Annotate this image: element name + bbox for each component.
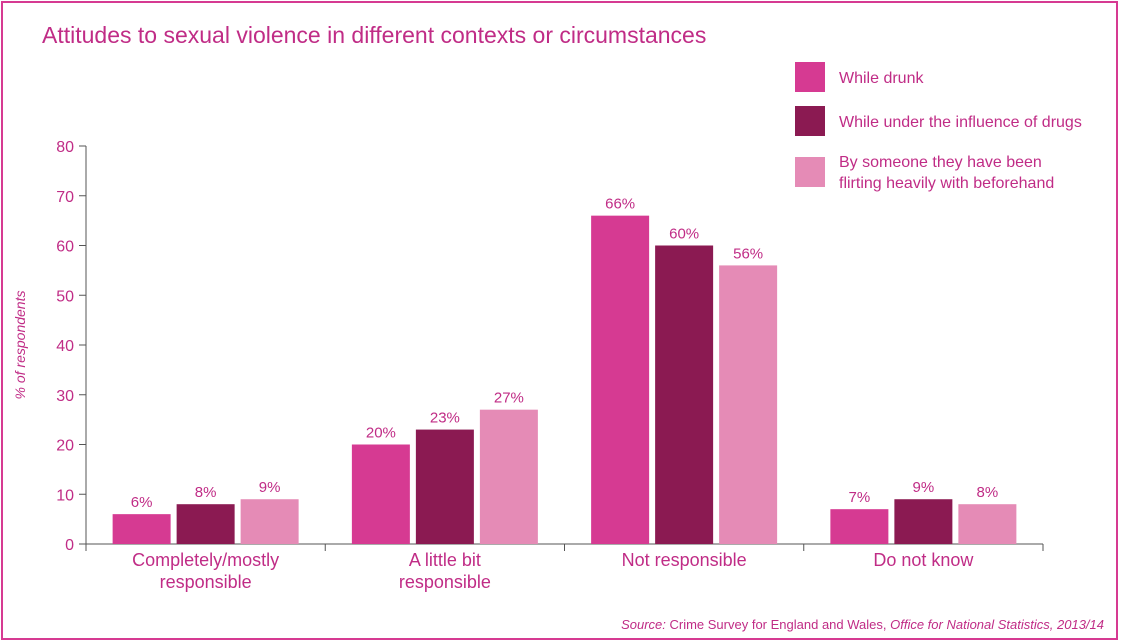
data-label: 6% — [131, 494, 153, 511]
y-tick-label: 0 — [65, 537, 74, 554]
data-label: 9% — [913, 479, 935, 496]
data-label: 9% — [259, 479, 281, 496]
data-label: 23% — [430, 410, 460, 427]
source-prefix: Source: — [621, 617, 666, 632]
data-label: 66% — [605, 196, 635, 213]
bar — [719, 265, 778, 544]
y-tick-label: 40 — [56, 338, 74, 355]
source-org: Office for National Statistics, 2013/14 — [890, 617, 1104, 632]
y-tick-label: 70 — [56, 189, 74, 206]
legend-label: flirting heavily with beforehand — [839, 175, 1054, 192]
legend-label: By someone they have been — [839, 154, 1042, 171]
bar — [176, 504, 235, 544]
legend-label: While drunk — [839, 70, 924, 87]
legend-swatch — [795, 62, 825, 92]
x-category-label: A little bit — [409, 550, 481, 570]
x-category-label: responsible — [399, 572, 491, 592]
bar — [415, 429, 474, 544]
bar — [112, 514, 171, 544]
bar — [894, 499, 953, 544]
y-tick-label: 10 — [56, 487, 74, 504]
x-category-label: Completely/mostly — [132, 550, 279, 570]
x-category-label: Do not know — [873, 550, 974, 570]
y-axis-title: % of respondents — [12, 291, 28, 400]
bar — [830, 509, 889, 544]
x-category-label: Not responsible — [622, 550, 747, 570]
data-label: 20% — [366, 425, 396, 442]
data-label: 8% — [977, 484, 999, 501]
bars: 6% 8% 9% 20% 23% 27% 66% 60% 56% 7% 9% 8% — [112, 196, 1017, 544]
bar — [655, 245, 714, 544]
data-label: 27% — [494, 390, 524, 407]
source-note: Source: Crime Survey for England and Wal… — [621, 617, 1104, 632]
data-label: 7% — [849, 489, 871, 506]
bar — [351, 444, 410, 544]
chart-title: Attitudes to sexual violence in differen… — [42, 22, 707, 48]
bar — [958, 504, 1017, 544]
y-tick-label: 30 — [56, 388, 74, 405]
bar — [479, 409, 538, 544]
y-tick-label: 60 — [56, 239, 74, 256]
y-tick-label: 20 — [56, 438, 74, 455]
legend-swatch — [795, 106, 825, 136]
bar — [240, 499, 299, 544]
bar — [591, 215, 650, 544]
y-tick-label: 50 — [56, 288, 74, 305]
legend-swatch — [795, 157, 825, 187]
legend: While drunk While under the influence of … — [795, 62, 1082, 192]
data-label: 56% — [733, 245, 763, 262]
data-label: 60% — [669, 226, 699, 243]
legend-label: While under the influence of drugs — [839, 114, 1082, 131]
y-tick-label: 80 — [56, 139, 74, 156]
source-text: Crime Survey for England and Wales, — [665, 617, 891, 632]
data-label: 8% — [195, 484, 217, 501]
x-category-label: responsible — [160, 572, 252, 592]
